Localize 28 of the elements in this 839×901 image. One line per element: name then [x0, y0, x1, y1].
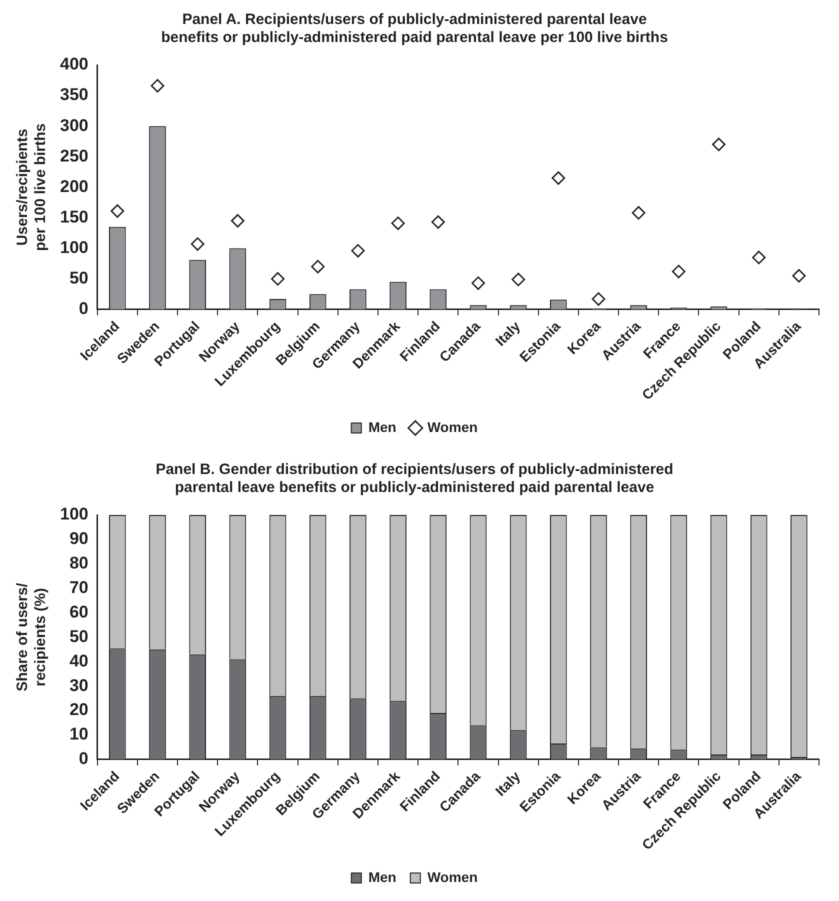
y-tick-label: 80: [69, 554, 88, 573]
y-tick-label: 30: [69, 676, 88, 695]
legend-label: Women: [427, 868, 478, 885]
y-tick-label: 100: [60, 504, 88, 524]
y-tick-label: 250: [60, 146, 88, 166]
y-tick-label: 50: [69, 626, 88, 646]
legend-label: Men: [368, 868, 396, 885]
y-tick-label: 350: [60, 85, 88, 104]
y-tick-label: 70: [69, 578, 88, 598]
y-tick-label: 10: [69, 724, 88, 744]
y-tick-label: 50: [69, 268, 88, 288]
legend-label: Women: [427, 418, 478, 435]
y-tick-label: 200: [60, 176, 88, 196]
legend-label: Men: [368, 418, 396, 435]
y-tick-label: 150: [60, 207, 88, 226]
chart-title: Panel A. Recipients/users of publicly-administered parental leave benefits or publicly-administered paid parental leave per 100 live births: [161, 11, 668, 46]
chart-title: Panel B. Gender distribution of recipients/users of publicly-administered parental leave benefits or publicly-administered paid parental leave: [156, 461, 674, 496]
y-axis-title: Users/recipients per 100 live births: [14, 123, 50, 251]
y-tick-label: 40: [69, 651, 88, 670]
y-tick-label: 400: [60, 54, 88, 74]
y-tick-label: 100: [60, 238, 88, 257]
y-tick-label: 90: [69, 529, 88, 548]
y-tick-label: 20: [69, 700, 88, 720]
y-axis-title: Share of users/ recipients (%): [14, 582, 50, 692]
y-tick-label: 60: [69, 602, 88, 622]
y-tick-label: 0: [78, 749, 88, 768]
y-tick-label: 300: [60, 116, 88, 135]
y-tick-label: 0: [78, 299, 88, 318]
